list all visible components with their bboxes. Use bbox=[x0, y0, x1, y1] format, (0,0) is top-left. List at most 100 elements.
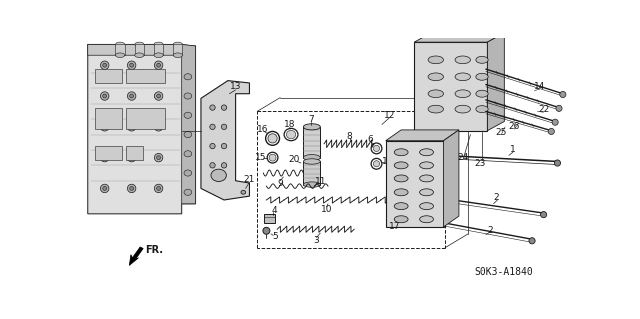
Polygon shape bbox=[414, 33, 504, 42]
Ellipse shape bbox=[135, 53, 144, 57]
Text: 16: 16 bbox=[257, 125, 268, 134]
Bar bbox=[95, 69, 122, 83]
Circle shape bbox=[157, 187, 161, 190]
Ellipse shape bbox=[476, 56, 488, 63]
Ellipse shape bbox=[184, 93, 192, 99]
Ellipse shape bbox=[373, 145, 380, 152]
Ellipse shape bbox=[455, 73, 470, 81]
Bar bbox=[386, 141, 444, 227]
Polygon shape bbox=[129, 247, 143, 265]
Circle shape bbox=[127, 153, 136, 162]
Text: FR.: FR. bbox=[145, 245, 163, 255]
Bar bbox=[95, 108, 122, 129]
Circle shape bbox=[548, 128, 554, 135]
Polygon shape bbox=[386, 130, 459, 141]
Circle shape bbox=[221, 105, 227, 110]
Ellipse shape bbox=[303, 124, 320, 130]
Circle shape bbox=[130, 125, 134, 129]
Bar bbox=[173, 44, 182, 55]
Circle shape bbox=[157, 94, 161, 98]
Text: 4: 4 bbox=[271, 206, 277, 215]
Circle shape bbox=[157, 63, 161, 67]
Text: 1: 1 bbox=[510, 145, 516, 154]
Text: 9: 9 bbox=[277, 179, 283, 188]
Circle shape bbox=[221, 124, 227, 130]
Ellipse shape bbox=[287, 130, 296, 139]
Ellipse shape bbox=[428, 105, 444, 113]
Ellipse shape bbox=[268, 134, 277, 143]
Ellipse shape bbox=[428, 90, 444, 98]
Circle shape bbox=[154, 153, 163, 162]
Circle shape bbox=[127, 184, 136, 193]
Bar bbox=[126, 108, 164, 129]
Circle shape bbox=[100, 92, 109, 100]
Ellipse shape bbox=[154, 42, 163, 47]
Ellipse shape bbox=[394, 203, 408, 210]
Circle shape bbox=[100, 184, 109, 193]
Circle shape bbox=[154, 61, 163, 70]
Circle shape bbox=[221, 163, 227, 168]
Bar bbox=[414, 42, 488, 131]
Text: 24: 24 bbox=[457, 153, 468, 162]
Polygon shape bbox=[88, 44, 196, 214]
Circle shape bbox=[263, 227, 270, 234]
Ellipse shape bbox=[420, 162, 433, 169]
Circle shape bbox=[541, 211, 547, 218]
Ellipse shape bbox=[394, 216, 408, 223]
Ellipse shape bbox=[115, 53, 125, 57]
Ellipse shape bbox=[420, 216, 433, 223]
Ellipse shape bbox=[135, 42, 144, 47]
Bar bbox=[303, 127, 320, 158]
Text: 23: 23 bbox=[475, 159, 486, 167]
Circle shape bbox=[154, 92, 163, 100]
Bar bbox=[264, 214, 275, 223]
Ellipse shape bbox=[154, 53, 163, 57]
Ellipse shape bbox=[115, 42, 125, 47]
Ellipse shape bbox=[455, 56, 470, 64]
Bar bbox=[154, 44, 163, 55]
Ellipse shape bbox=[420, 203, 433, 210]
Ellipse shape bbox=[184, 189, 192, 195]
Circle shape bbox=[154, 122, 163, 131]
Circle shape bbox=[560, 92, 566, 98]
Text: 2: 2 bbox=[487, 226, 493, 235]
Text: 13: 13 bbox=[230, 82, 241, 91]
Circle shape bbox=[103, 156, 107, 160]
Ellipse shape bbox=[428, 73, 444, 81]
Ellipse shape bbox=[211, 169, 227, 182]
Ellipse shape bbox=[476, 90, 488, 97]
Circle shape bbox=[556, 105, 562, 111]
Text: 19: 19 bbox=[381, 157, 393, 166]
Text: 21: 21 bbox=[244, 175, 255, 184]
Ellipse shape bbox=[394, 162, 408, 169]
Ellipse shape bbox=[428, 56, 444, 64]
Ellipse shape bbox=[420, 175, 433, 182]
Ellipse shape bbox=[241, 190, 246, 194]
Text: 2: 2 bbox=[493, 193, 499, 202]
Ellipse shape bbox=[394, 175, 408, 182]
Ellipse shape bbox=[303, 182, 320, 187]
Text: S0K3-A1840: S0K3-A1840 bbox=[474, 267, 533, 277]
Ellipse shape bbox=[420, 149, 433, 156]
Circle shape bbox=[100, 122, 109, 131]
Circle shape bbox=[103, 125, 107, 129]
Text: 17: 17 bbox=[389, 222, 401, 231]
Text: 22: 22 bbox=[538, 105, 549, 115]
Ellipse shape bbox=[394, 149, 408, 156]
Text: 6: 6 bbox=[367, 136, 373, 145]
Circle shape bbox=[130, 187, 134, 190]
Text: 18: 18 bbox=[284, 120, 295, 129]
Circle shape bbox=[100, 61, 109, 70]
Text: 3: 3 bbox=[314, 235, 319, 245]
Circle shape bbox=[529, 238, 535, 244]
Circle shape bbox=[100, 153, 109, 162]
Circle shape bbox=[210, 124, 215, 130]
Circle shape bbox=[157, 156, 161, 160]
Ellipse shape bbox=[455, 105, 470, 113]
Text: 11: 11 bbox=[314, 177, 326, 186]
Text: 20: 20 bbox=[289, 155, 300, 164]
Circle shape bbox=[210, 163, 215, 168]
Bar bbox=[303, 161, 320, 185]
Circle shape bbox=[157, 125, 161, 129]
Ellipse shape bbox=[476, 106, 488, 113]
